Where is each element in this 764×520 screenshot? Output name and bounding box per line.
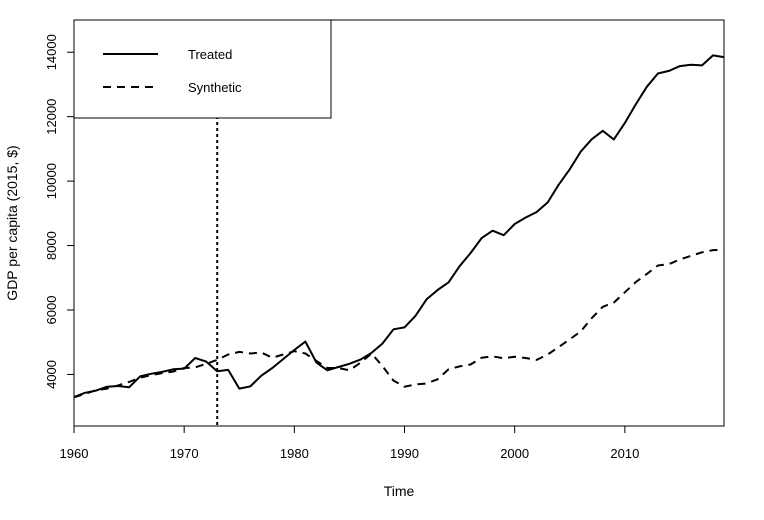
x-tick-label-1990: 1990	[390, 446, 419, 461]
x-tick-label-1960: 1960	[60, 446, 89, 461]
y-tick-label-8000: 8000	[44, 231, 59, 260]
legend: Treated Synthetic	[73, 19, 332, 119]
plot-frame	[73, 19, 725, 427]
y-tick-label-14000: 14000	[44, 34, 59, 70]
y-tick-label-12000: 12000	[44, 99, 59, 135]
x-tick-label-1980: 1980	[280, 446, 309, 461]
series-layer	[73, 54, 725, 399]
y-axis: 4000 6000 8000 10000 12000 14000	[44, 34, 74, 389]
x-tick-label-2010: 2010	[610, 446, 639, 461]
y-axis-label: GDP per capita (2015, $)	[4, 145, 20, 300]
legend-label-synthetic: Synthetic	[188, 80, 242, 95]
series-line-synthetic	[73, 248, 725, 399]
x-tick-label-1970: 1970	[170, 446, 199, 461]
y-tick-label-10000: 10000	[44, 163, 59, 199]
x-tick-label-2000: 2000	[500, 446, 529, 461]
y-tick-label-6000: 6000	[44, 296, 59, 325]
y-tick-label-4000: 4000	[44, 360, 59, 389]
x-axis-label: Time	[384, 483, 415, 499]
x-axis: 1960 1970 1980 1990 2000 2010	[60, 426, 639, 461]
legend-box	[73, 19, 332, 119]
legend-label-treated: Treated	[188, 47, 232, 62]
